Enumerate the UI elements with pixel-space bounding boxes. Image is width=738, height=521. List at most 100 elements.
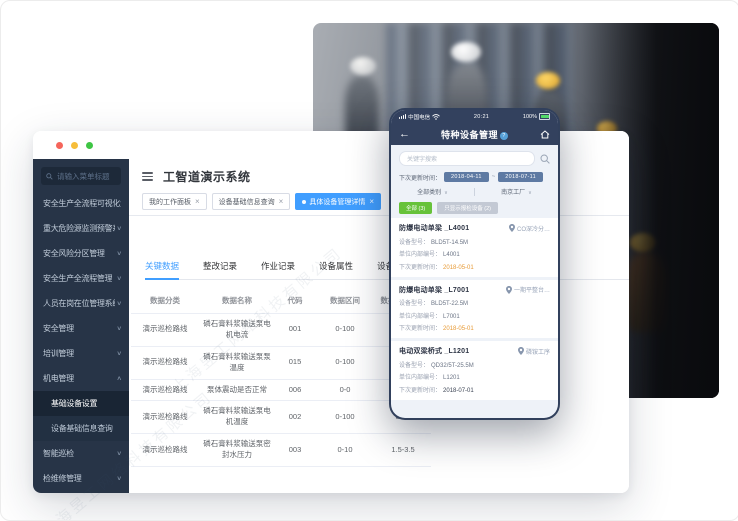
sidebar-item-label: 安全生产全流程可视化大屏 xyxy=(43,199,121,208)
sidebar-search-input[interactable]: 请输入菜单标题 xyxy=(41,167,121,185)
phone-status-bar: 中国电信 20:21 100% xyxy=(391,110,558,123)
table-cell: 0-100 xyxy=(315,313,375,347)
filter-badge-button[interactable]: 只显示报检设备 (2) xyxy=(437,202,499,214)
photo-helmet xyxy=(536,71,561,89)
carrier-label: 中国电信 xyxy=(408,114,431,121)
sidebar-item[interactable]: 安全风险分区管理 ∨ xyxy=(33,241,129,266)
equipment-title: 防爆电动单梁 _L7001 xyxy=(399,286,470,294)
chevron-down-icon: ∨ xyxy=(444,190,448,196)
sidebar-item[interactable]: 安全管理 ∨ xyxy=(33,316,129,341)
table-cell: 演示巡检路线 xyxy=(131,433,199,467)
active-dot-icon xyxy=(302,199,307,204)
table-cell: 1.5-3.5 xyxy=(375,433,431,467)
sidebar-item[interactable]: 培训管理 ∨ xyxy=(33,341,129,366)
window-minimize-button[interactable] xyxy=(71,141,78,149)
search-icon[interactable] xyxy=(540,153,550,164)
equipment-card-list: 防爆电动单梁 _L4001 CO深冷分… 设备型号： BLD5T-14.5M 单位内部编… xyxy=(391,218,558,400)
sidebar-item[interactable]: 重大危险源监测预警系统∨ xyxy=(33,216,129,241)
location-pin-icon xyxy=(517,347,524,355)
sidebar-item-label: 安全生产全流程管理 xyxy=(43,274,113,283)
window-tab[interactable]: 我的工作面板 × xyxy=(142,193,207,210)
table-cell: 0-100 xyxy=(315,400,375,435)
next-update-line: 下次更新时间： 2018-05-01 xyxy=(399,326,474,332)
photo-helmet xyxy=(349,56,376,75)
next-update-value: 2018-05-01 xyxy=(443,264,474,271)
table-cell: 0-10 xyxy=(315,433,375,467)
home-icon[interactable] xyxy=(540,129,550,139)
help-icon[interactable]: ? xyxy=(500,131,508,140)
equipment-card[interactable]: 电动双梁桥式 _L1201 磷铵工序 设备型号： QD32/5T-25.5M 单位内部编… xyxy=(391,341,558,400)
table-cell: 演示巡检路线 xyxy=(131,379,199,402)
date-to-button[interactable]: 2018-07-11 xyxy=(498,172,543,182)
table-cell: 006 xyxy=(275,379,315,402)
equipment-title: 防爆电动单梁 _L4001 xyxy=(399,225,470,232)
table-cell: 泵体震动是否正常 xyxy=(199,379,275,402)
phone-body: 关键字搜索 下次更新时间： 2018-04-11 ~ 2018-07-11 全部… xyxy=(391,145,558,418)
back-arrow-icon[interactable]: ← xyxy=(399,127,410,140)
window-tab-label: 具体设备管理详情 xyxy=(309,198,366,206)
sidebar-item[interactable]: 人员在岗在位管理系统 ∨ xyxy=(33,291,129,316)
sidebar-item[interactable]: 检维修管理 ∨ xyxy=(33,466,129,491)
unit-code-line: 单位内部编号： L7001 xyxy=(399,313,460,320)
equipment-card[interactable]: 防爆电动单梁 _L4001 CO深冷分… 设备型号： BLD5T-14.5M 单位内部编… xyxy=(391,218,558,277)
factory-dropdown[interactable]: 南京工厂 ∨ xyxy=(501,190,532,196)
battery-percent-label: 100% xyxy=(522,113,537,120)
model-value: QD32/5T-25.5M xyxy=(431,362,474,369)
filter-badge-button[interactable]: 全部 (3) xyxy=(399,202,433,214)
table-cell: 015 xyxy=(275,346,315,380)
content-tab[interactable]: 设备属性 xyxy=(319,261,354,271)
table-cell: 磷石膏料浆输送泵泵温度 xyxy=(199,346,275,380)
model-value: BLD5T-14.5M xyxy=(431,239,469,246)
chevron-down-icon: ∨ xyxy=(115,326,122,332)
card-title-row: 电动双梁桥式 _L1201 磷铵工序 xyxy=(399,346,550,356)
window-zoom-button[interactable] xyxy=(86,141,93,149)
table-cell: 0-0 xyxy=(315,379,375,402)
hamburger-menu-icon[interactable] xyxy=(142,172,153,181)
content-tab[interactable]: 关键数据 xyxy=(145,260,180,280)
clock-label: 20:21 xyxy=(473,113,490,120)
model-value: BLD5T-22.5M xyxy=(431,301,469,307)
window-tab[interactable]: 具体设备管理详情 × xyxy=(295,193,382,210)
sidebar-item[interactable]: 安全生产全流程可视化大屏 xyxy=(33,191,129,216)
content-tab[interactable]: 整改记录 xyxy=(203,261,238,271)
sidebar-item-label: 安全风险分区管理 xyxy=(43,249,105,258)
equipment-location: 磷铵工序 xyxy=(517,347,550,356)
window-close-button[interactable] xyxy=(56,141,63,149)
sidebar-item-label: 检维修管理 xyxy=(43,474,82,483)
location-label: 一期平整台… xyxy=(513,288,550,294)
chevron-up-icon: ∧ xyxy=(115,376,122,382)
signal-icon xyxy=(399,114,407,119)
phone-search-input[interactable]: 关键字搜索 xyxy=(399,151,535,166)
battery-icon xyxy=(539,113,550,120)
column-header: 代码 xyxy=(275,288,315,314)
sidebar-item[interactable]: 机电管理 ∧ xyxy=(33,366,129,391)
close-icon[interactable]: × xyxy=(369,197,375,206)
table-row[interactable]: 演示巡检路线 磷石膏料浆输送泵密封水压力 003 0-10 1.5-3.5 xyxy=(131,433,431,467)
sidebar-item[interactable]: 安全生产全流程管理 ∨ xyxy=(33,266,129,291)
date-from-button[interactable]: 2018-04-11 xyxy=(444,172,489,182)
table-cell: 演示巡检路线 xyxy=(131,400,199,435)
sidebar-subitem[interactable]: 设备基础信息查询 xyxy=(33,416,129,441)
close-icon[interactable]: × xyxy=(278,197,284,206)
window-tab-label: 我的工作面板 xyxy=(149,198,191,206)
window-tab[interactable]: 设备基础信息查询 × xyxy=(211,193,291,210)
content-tab[interactable]: 作业记录 xyxy=(261,261,296,271)
phone-search-row: 关键字搜索 xyxy=(391,145,558,169)
sidebar-item[interactable]: 智能巡检 ∨ xyxy=(33,441,129,466)
equipment-location: 一期平整台… xyxy=(505,285,550,294)
next-update-line: 下次更新时间： 2018-05-01 xyxy=(399,264,474,271)
category-dropdown[interactable]: 全部类别 ∨ xyxy=(417,190,448,196)
sidebar-item-label: 人员在岗在位管理系统 xyxy=(43,299,115,308)
badge-row: 全部 (3) 只显示报检设备 (2) xyxy=(391,199,558,218)
next-update-value: 2018-07-01 xyxy=(443,387,474,394)
equipment-card[interactable]: 防爆电动单梁 _L7001 一期平整台… 设备型号： BLD5T-22.5M 单位内部编… xyxy=(391,279,558,338)
unit-code-value: L4001 xyxy=(443,252,460,258)
table-cell: 演示巡检路线 xyxy=(131,313,199,347)
close-icon[interactable]: × xyxy=(195,197,200,206)
wifi-icon xyxy=(432,113,440,120)
sidebar-subitem[interactable]: 基础设备设置 xyxy=(33,391,129,416)
